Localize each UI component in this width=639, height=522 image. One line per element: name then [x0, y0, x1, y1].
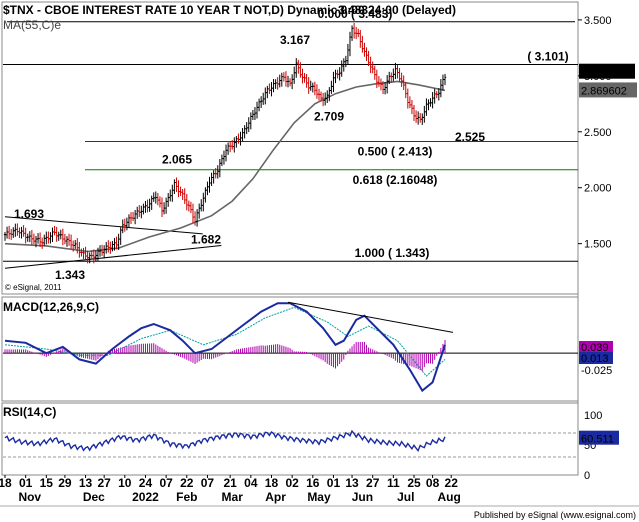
- macd-value-label: 0.039: [581, 342, 609, 354]
- x-month-label: Mar: [222, 490, 244, 504]
- x-tick-label: 07: [201, 476, 215, 490]
- x-tick-label: 24: [139, 476, 153, 490]
- x-tick-label: 27: [366, 476, 380, 490]
- x-tick-label: 07: [159, 476, 173, 490]
- fib-level-label: 0.500 ( 2.413): [358, 145, 433, 159]
- swing-annotation: 3.167: [280, 33, 310, 47]
- signal-value-label: 0.013: [581, 353, 609, 365]
- x-tick-label: 13: [79, 476, 93, 490]
- footer-credit: Published by eSignal (www.esignal.com): [474, 510, 636, 520]
- x-tick-label: 27: [97, 476, 111, 490]
- x-month-label: Dec: [83, 490, 105, 504]
- x-month-label: May: [307, 490, 331, 504]
- x-tick-label: 16: [306, 476, 320, 490]
- x-month-label: Feb: [176, 490, 197, 504]
- histogram-value-label: -0.025: [581, 365, 612, 377]
- x-tick-label: 02: [285, 476, 299, 490]
- x-month-label: Apr: [265, 490, 286, 504]
- x-tick-label: 29: [58, 476, 72, 490]
- swing-annotation: 1.693: [14, 207, 44, 221]
- x-axis: 18 01 15 29 13 27 10 24 07 22 07 21 04 18 02 16 01 13 27 11…: [0, 475, 461, 504]
- price-y-tick-label: 3.500: [584, 15, 612, 27]
- histogram-value-box: [579, 364, 613, 376]
- x-tick-label: 10: [118, 476, 132, 490]
- x-tick-label: 15: [40, 476, 54, 490]
- x-month-label: Jun: [352, 490, 373, 504]
- x-tick-label: 01: [327, 476, 341, 490]
- fib-level-label: 1.000 ( 1.343): [355, 246, 430, 260]
- x-tick-label: 25: [407, 476, 421, 490]
- swing-annotation: 2.065: [162, 152, 192, 166]
- x-tick-label: 22: [445, 476, 459, 490]
- swing-annotation: 2.709: [314, 109, 344, 123]
- fib-level-label: ( 3.101): [527, 50, 568, 64]
- chart-title: $TNX - CBOE INTEREST RATE 10 YEAR T NOT,…: [3, 3, 456, 17]
- swing-annotation: 2.525: [455, 130, 485, 144]
- rsi-title: RSI(14,C): [3, 405, 56, 419]
- x-tick-label: 01: [19, 476, 33, 490]
- price-trendline: [4, 244, 222, 269]
- macd-value-box: [579, 341, 613, 353]
- macd-title: MACD(12,26,9,C): [3, 300, 99, 314]
- x-tick-label: 21: [223, 476, 237, 490]
- x-tick-label: 13: [345, 476, 359, 490]
- x-tick-label: 18: [0, 476, 12, 490]
- last-price-box: [579, 63, 635, 79]
- x-month-label: 2022: [132, 490, 159, 504]
- rsi-value-label: 60.511: [581, 434, 614, 446]
- x-tick-label: 18: [265, 476, 279, 490]
- x-tick-label: 11: [387, 476, 400, 490]
- x-month-label: Nov: [18, 490, 41, 504]
- fib-level-label: 0.000 ( 3.483): [318, 7, 393, 21]
- macd-line: [4, 302, 446, 393]
- macd-signal-line: [4, 306, 446, 377]
- swing-annotation: 3.483: [338, 3, 368, 17]
- price-y-tick-label: 2.500: [584, 127, 612, 139]
- rsi-panel-frame: [1, 402, 579, 476]
- rsi-y-tick-label: 100: [584, 410, 602, 422]
- ma-value-box: [579, 82, 637, 98]
- ma-55-line: [4, 80, 446, 253]
- fib-level-label: 0.618 (2.16048): [353, 173, 438, 187]
- price-y-tick-label: 1.500: [584, 239, 612, 251]
- signal-value-box: [579, 352, 613, 364]
- rsi-value-box: [579, 430, 619, 445]
- last-price-label: 3.037: [582, 67, 610, 79]
- rsi-y-tick-label: 0: [584, 470, 590, 482]
- x-tick-label: 08: [426, 476, 440, 490]
- swing-annotation: 1.343: [55, 268, 85, 282]
- ma-value-label: 2.869602: [581, 85, 627, 97]
- macd-trendline: [287, 301, 454, 333]
- rsi-line: [4, 429, 446, 452]
- price-y-tick-label: 2.000: [584, 183, 612, 195]
- swing-annotation: 1.682: [191, 232, 221, 246]
- x-tick-label: 04: [244, 476, 258, 490]
- x-month-label: Aug: [437, 490, 460, 504]
- x-tick-label: 22: [180, 476, 194, 490]
- x-month-label: Jul: [397, 490, 414, 504]
- watermark: © eSignal, 2011: [5, 283, 62, 292]
- ma-legend: MA(55,C)e: [3, 18, 61, 32]
